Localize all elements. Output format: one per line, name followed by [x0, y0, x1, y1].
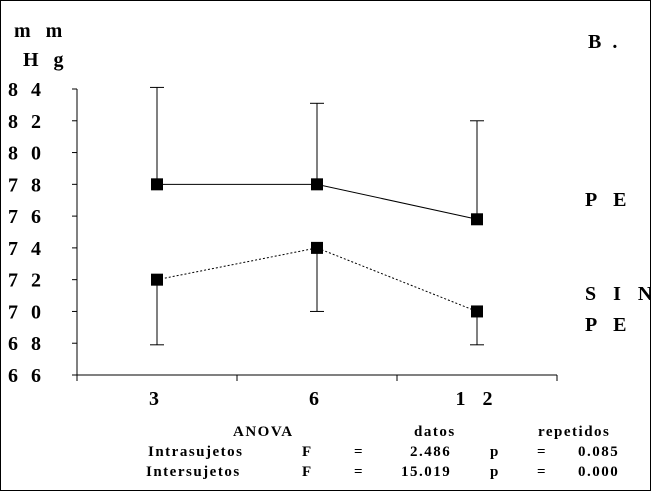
inter-eq1: =: [354, 464, 364, 480]
anova-repetidos: repetidos: [538, 424, 610, 440]
y-axis-label-line1: m m: [14, 20, 67, 42]
inter-eq2: =: [537, 464, 547, 480]
intra-eq2: =: [537, 444, 547, 460]
panel-label: B .: [588, 31, 620, 53]
x-tick-label: 6: [309, 388, 325, 410]
data-point-marker: [311, 178, 323, 191]
y-tick-label: 6 6: [8, 365, 45, 387]
data-point-marker: [471, 213, 483, 226]
x-tick-label: 1 2: [456, 388, 499, 410]
anova-word: ANOVA: [233, 424, 294, 440]
series-0: [150, 86, 484, 226]
y-tick-label: 7 8: [8, 174, 45, 196]
series-line: [156, 247, 478, 312]
y-tick-label: 8 4: [8, 79, 45, 101]
y-tick-label: 7 6: [8, 206, 45, 228]
series-label-sinpe-line2: P E: [585, 314, 632, 336]
intra-f: F: [302, 444, 313, 460]
y-tick-label: 7 4: [8, 238, 45, 260]
intra-f-value: 2.486: [410, 444, 451, 460]
intra-p: p: [490, 444, 500, 460]
data-point-marker: [151, 178, 163, 191]
x-ticks: 3 6 1 2: [76, 375, 558, 410]
anova-annotation: ANOVA datos repetidos Intrasujetos F = 2…: [146, 424, 619, 480]
data-point-marker: [471, 305, 483, 318]
inter-p: p: [490, 464, 500, 480]
y-tick-label: 8 0: [8, 143, 45, 165]
y-tick-label: 7 0: [8, 301, 45, 323]
data-point-marker: [311, 241, 323, 254]
inter-f-value: 15.019: [401, 464, 451, 480]
intra-p-value: 0.085: [578, 444, 619, 460]
anova-datos: datos: [414, 424, 456, 440]
y-tick-label: 8 2: [8, 111, 45, 133]
data-point-marker: [151, 273, 163, 286]
axes: [76, 89, 557, 376]
intra-label: Intrasujetos: [148, 444, 244, 460]
y-axis-label-line2: H g: [23, 49, 69, 71]
series-1: [150, 241, 484, 346]
inter-p-value: 0.000: [578, 464, 619, 480]
intra-eq1: =: [354, 444, 364, 460]
series-label-pe: P E: [585, 189, 632, 211]
series-label-sinpe-line1: S I N: [585, 283, 651, 305]
inter-label: Intersujetos: [146, 464, 241, 480]
y-tick-label: 7 2: [8, 270, 45, 292]
x-tick-label: 3: [149, 388, 165, 410]
inter-f: F: [302, 464, 313, 480]
y-ticks: 8 4 8 2 8 0 7 8 7 6 7 4 7 2 7 0 6 8 6 6: [8, 79, 77, 387]
y-tick-label: 6 8: [8, 333, 45, 355]
series-group: [150, 86, 484, 346]
